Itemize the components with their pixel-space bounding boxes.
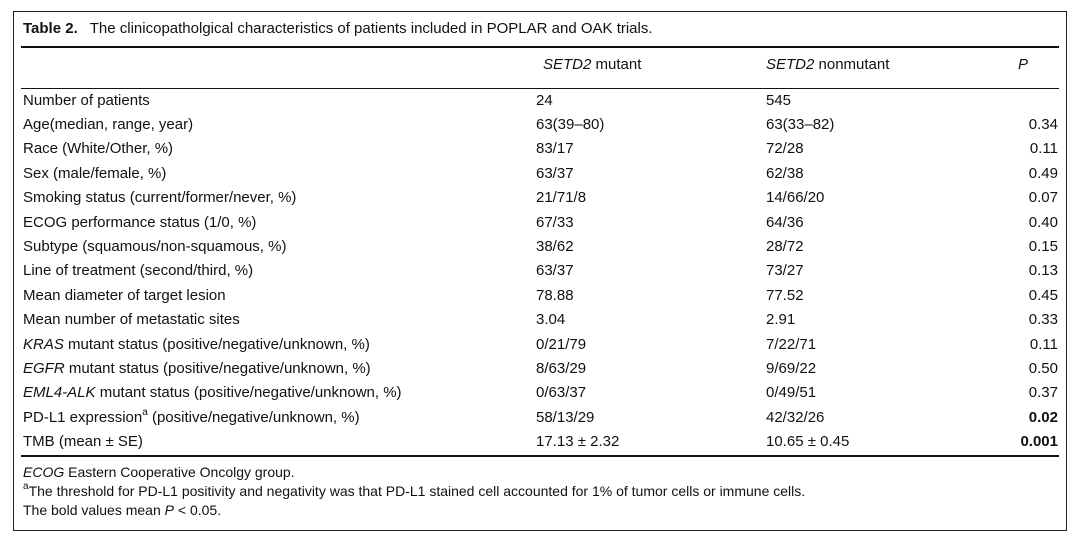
table-row: Line of treatment (second/third, %) 63/37…: [21, 259, 1060, 283]
p-value: 0.11: [1029, 140, 1058, 158]
header-gene-name: SETD2: [766, 56, 815, 73]
p-value: 0.15: [1028, 238, 1058, 256]
footnote-threshold: aThe threshold for PD-L1 positivity and …: [23, 481, 806, 499]
row-label: Line of treatment (second/third, %): [23, 262, 254, 280]
table-row: ECOG performance status (1/0, %) 67/33 64/…: [21, 210, 1060, 234]
nonmutant-value: 63(33–82): [766, 116, 835, 134]
nonmutant-value: 73/27: [766, 262, 804, 280]
table-row: Sex (male/female, %) 63/37 62/38 0.49: [21, 161, 1060, 185]
nonmutant-value: 0/49/51: [766, 384, 817, 402]
p-value: [1014, 88, 1060, 112]
mutant-value: 63/37: [536, 164, 574, 182]
nonmutant-value: 42/32/26: [766, 408, 825, 426]
table-row: TMB (mean ± SE) 17.13 ± 2.32 10.65 ± 0.45 0…: [21, 429, 1060, 453]
nonmutant-value: 62/38: [766, 164, 804, 182]
header-setd2-nonmutant: SETD2 nonmutant: [766, 56, 889, 74]
mutant-value: 17.13 ± 2.32: [536, 433, 620, 451]
p-value: 0.49: [1028, 164, 1058, 182]
table-row: Number of patients 24 545: [21, 88, 1060, 112]
row-label: Smoking status (current/former/never, %): [23, 189, 297, 207]
table-frame: Table 2. The clinicopatholgical character…: [13, 11, 1067, 531]
mutant-value: 78.88: [536, 286, 574, 304]
table-row: Mean number of metastatic sites 3.04 2.91 0…: [21, 308, 1060, 332]
row-label: Sex (male/female, %): [23, 164, 167, 182]
header-p-value: P: [1018, 56, 1029, 73]
mutant-value: 8/63/29: [536, 359, 587, 377]
mutant-value: 63/37: [536, 262, 574, 280]
mutant-value: 38/62: [536, 238, 574, 256]
row-label: Mean number of metastatic sites: [23, 311, 240, 329]
p-value: 0.33: [1028, 311, 1058, 329]
row-label: EML4-ALK mutant status (positive/negativ…: [23, 384, 402, 402]
p-value: 0.13: [1028, 262, 1058, 280]
row-label: Subtype (squamous/non-squamous, %): [23, 238, 287, 256]
nonmutant-value: 2.91: [766, 311, 796, 329]
table-title: The clinicopatholgical characteristics o…: [89, 20, 653, 37]
p-value: 0.45: [1028, 286, 1058, 304]
p-value: 0.001: [1020, 433, 1058, 451]
row-label: EGFR mutant status (positive/negative/un…: [23, 359, 371, 377]
table-row: Mean diameter of target lesion 78.88 77.52…: [21, 283, 1060, 307]
table-number: Table 2.: [23, 20, 78, 37]
p-value: 0.34: [1028, 116, 1058, 134]
row-label: KRAS mutant status (positive/negative/un…: [23, 335, 370, 353]
nonmutant-value: 545: [766, 91, 792, 109]
header-rule: [21, 88, 1059, 89]
bottom-rule: [21, 455, 1059, 457]
table-row: Subtype (squamous/non-squamous, %) 38/62 2…: [21, 234, 1060, 258]
nonmutant-value: 10.65 ± 0.45: [766, 433, 850, 451]
header-nonmutant-label: nonmutant: [814, 56, 890, 73]
nonmutant-value: 9/69/22: [766, 359, 817, 377]
table-row: PD-L1 expressiona (positive/negative/unk…: [21, 405, 1060, 429]
mutant-value: 83/17: [536, 140, 574, 158]
footnote-bold: The bold values mean P < 0.05.: [23, 502, 222, 518]
nonmutant-value: 77.52: [766, 286, 804, 304]
nonmutant-value: 64/36: [766, 213, 804, 231]
row-label: Number of patients: [23, 91, 150, 109]
nonmutant-value: 7/22/71: [766, 335, 817, 353]
p-value: 0.50: [1028, 359, 1058, 377]
row-label: PD-L1 expressiona (positive/negative/unk…: [23, 406, 360, 426]
mutant-value: 3.04: [536, 311, 566, 329]
row-label: Mean diameter of target lesion: [23, 286, 226, 304]
header-gene-name: SETD2: [543, 56, 592, 73]
p-value: 0.40: [1028, 213, 1058, 231]
table-row: Race (White/Other, %) 83/17 72/28 0.11: [21, 137, 1060, 161]
table-row: KRAS mutant status (positive/negative/un…: [21, 332, 1060, 356]
footnote-ecog: ECOG Eastern Cooperative Oncolgy group.: [23, 464, 295, 480]
mutant-value: 63(39–80): [536, 116, 605, 134]
table-row: Smoking status (current/former/never, %)…: [21, 186, 1060, 210]
table-row: Age(median, range, year) 63(39–80) 63(33–8…: [21, 112, 1060, 136]
table-row: EGFR mutant status (positive/negative/un…: [21, 356, 1060, 380]
table-row: EML4-ALK mutant status (positive/negativ…: [21, 381, 1060, 405]
row-label: TMB (mean ± SE): [23, 433, 143, 451]
p-value: 0.02: [1028, 408, 1058, 426]
data-table: Number of patients 24 545 Age(median, range…: [21, 88, 1060, 454]
table-caption: Table 2. The clinicopatholgical character…: [23, 20, 653, 38]
row-label: Age(median, range, year): [23, 116, 194, 134]
header-setd2-mutant: SETD2 mutant: [543, 56, 641, 74]
p-value: 0.11: [1029, 335, 1058, 353]
p-value: 0.37: [1028, 384, 1058, 402]
mutant-value: 58/13/29: [536, 408, 595, 426]
top-rule: [21, 46, 1059, 48]
mutant-value: 0/21/79: [536, 335, 587, 353]
mutant-value: 67/33: [536, 213, 574, 231]
p-value: 0.07: [1028, 189, 1058, 207]
nonmutant-value: 72/28: [766, 140, 804, 158]
nonmutant-value: 14/66/20: [766, 189, 825, 207]
mutant-value: 0/63/37: [536, 384, 587, 402]
row-label: ECOG performance status (1/0, %): [23, 213, 257, 231]
mutant-value: 21/71/8: [536, 189, 587, 207]
mutant-value: 24: [536, 91, 553, 109]
header-mutant-label: mutant: [591, 56, 642, 73]
nonmutant-value: 28/72: [766, 238, 804, 256]
footnotes: ECOG Eastern Cooperative Oncolgy group. …: [23, 463, 805, 520]
row-label: Race (White/Other, %): [23, 140, 174, 158]
